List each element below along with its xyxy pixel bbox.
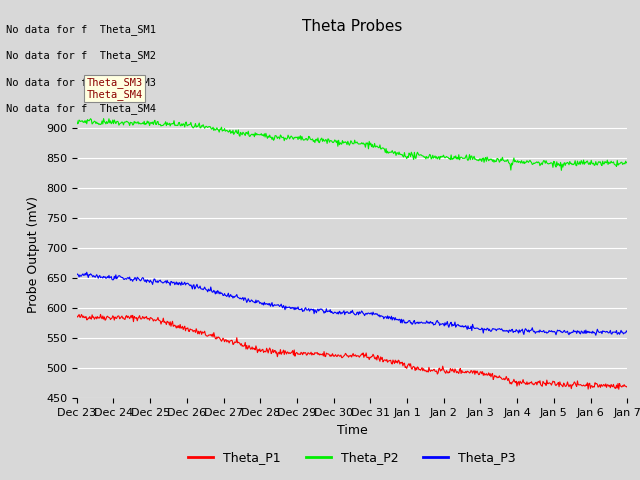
Theta_P1: [420, 366, 428, 372]
Theta_P3: [84, 272, 92, 277]
Text: Theta Probes: Theta Probes: [302, 19, 402, 34]
Theta_P1: [623, 384, 631, 389]
Theta_P2: [623, 159, 631, 165]
Theta_P2: [225, 128, 233, 134]
Text: No data for f  Theta_SM2: No data for f Theta_SM2: [6, 50, 156, 61]
Theta_P3: [225, 294, 233, 300]
Theta_P3: [436, 323, 444, 328]
Theta_P2: [420, 154, 428, 159]
Line: Theta_P3: Theta_P3: [77, 272, 627, 335]
Theta_P1: [73, 313, 81, 319]
Theta_P1: [140, 316, 148, 322]
Theta_P2: [83, 121, 91, 127]
Theta_P2: [196, 125, 204, 131]
Theta_P2: [73, 118, 81, 124]
Theta_P1: [196, 329, 204, 335]
Theta_P1: [97, 312, 104, 317]
Line: Theta_P1: Theta_P1: [77, 314, 627, 389]
Legend: Theta_P1, Theta_P2, Theta_P3: Theta_P1, Theta_P2, Theta_P3: [183, 446, 521, 469]
Theta_P3: [623, 329, 631, 335]
Theta_P2: [100, 116, 108, 121]
Theta_P1: [615, 386, 623, 392]
Theta_P3: [196, 283, 204, 289]
Text: No data for f  Theta_SM1: No data for f Theta_SM1: [6, 24, 156, 35]
Theta_P1: [436, 365, 444, 371]
Theta_P3: [592, 332, 600, 338]
Line: Theta_P2: Theta_P2: [77, 119, 627, 170]
Theta_P3: [140, 278, 148, 284]
Theta_P2: [140, 119, 148, 124]
Text: No data for f  Theta_SM3: No data for f Theta_SM3: [6, 77, 156, 88]
Theta_P1: [83, 317, 91, 323]
Text: No data for f  Theta_SM4: No data for f Theta_SM4: [6, 103, 156, 114]
X-axis label: Time: Time: [337, 424, 367, 437]
Theta_P3: [420, 320, 428, 326]
Theta_P2: [436, 156, 444, 162]
Text: Theta_SM3
Theta_SM4: Theta_SM3 Theta_SM4: [86, 77, 143, 100]
Theta_P3: [83, 269, 91, 275]
Theta_P3: [73, 272, 81, 277]
Y-axis label: Probe Output (mV): Probe Output (mV): [28, 196, 40, 313]
Theta_P1: [225, 340, 233, 346]
Theta_P2: [557, 168, 565, 173]
